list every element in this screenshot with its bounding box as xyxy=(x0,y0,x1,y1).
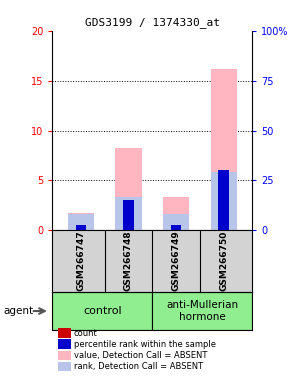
Bar xyxy=(163,197,189,230)
Text: GSM266749: GSM266749 xyxy=(172,231,181,291)
Bar xyxy=(218,225,229,230)
Bar xyxy=(68,214,94,230)
Bar xyxy=(123,200,134,230)
Bar xyxy=(211,69,237,230)
Bar xyxy=(75,225,86,230)
Bar xyxy=(152,292,252,330)
Text: percentile rank within the sample: percentile rank within the sample xyxy=(74,340,216,349)
Bar xyxy=(123,225,134,230)
Bar xyxy=(115,197,142,230)
Text: count: count xyxy=(74,329,98,338)
Text: GSM266747: GSM266747 xyxy=(76,231,85,291)
Bar xyxy=(115,147,142,230)
Text: anti-Mullerian
hormone: anti-Mullerian hormone xyxy=(166,300,238,322)
Text: value, Detection Call = ABSENT: value, Detection Call = ABSENT xyxy=(74,351,207,360)
Text: GSM266748: GSM266748 xyxy=(124,231,133,291)
Text: control: control xyxy=(83,306,122,316)
Text: GSM266750: GSM266750 xyxy=(219,231,228,291)
Text: agent: agent xyxy=(3,306,33,316)
Bar xyxy=(52,292,152,330)
Bar xyxy=(68,214,94,230)
Bar xyxy=(163,214,189,230)
Bar xyxy=(75,225,86,230)
Bar xyxy=(171,225,181,230)
Title: GDS3199 / 1374330_at: GDS3199 / 1374330_at xyxy=(85,17,220,28)
Bar xyxy=(211,172,237,230)
Bar xyxy=(218,170,229,230)
Text: rank, Detection Call = ABSENT: rank, Detection Call = ABSENT xyxy=(74,362,203,371)
Bar xyxy=(171,225,181,230)
